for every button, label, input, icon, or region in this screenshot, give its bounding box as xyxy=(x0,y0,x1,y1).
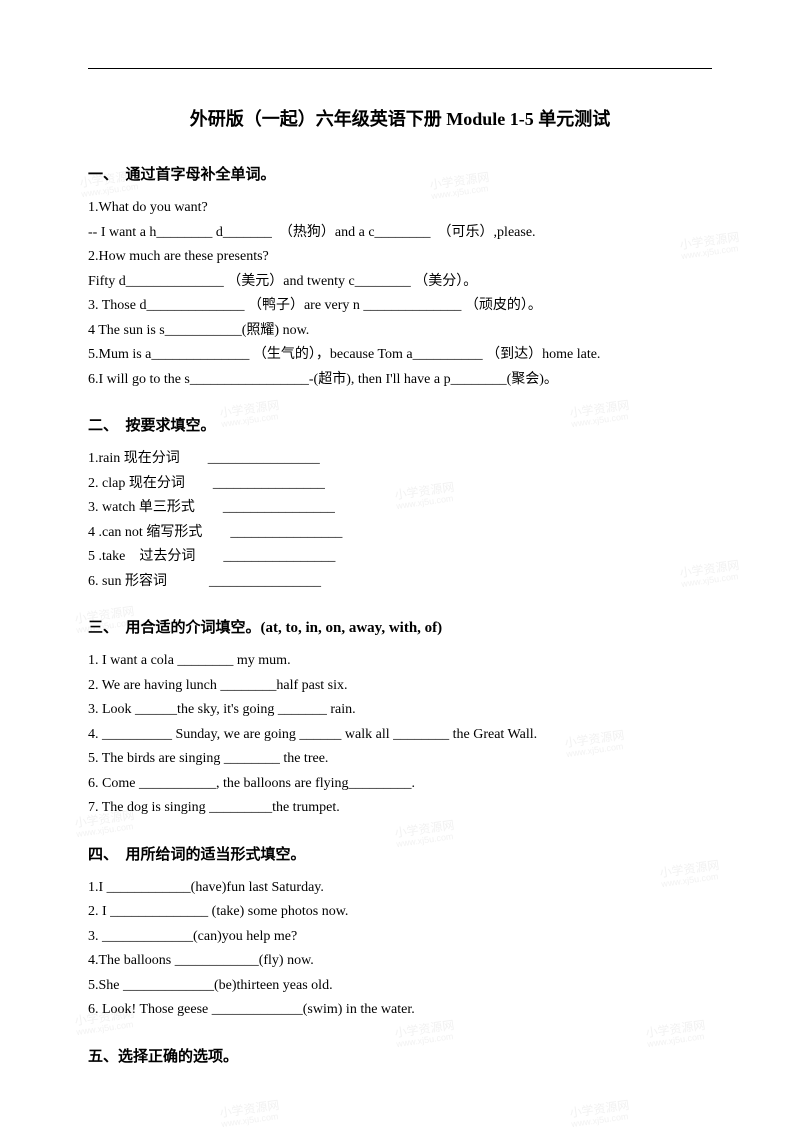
s2-item-3: 3. watch 单三形式 ________________ xyxy=(88,496,712,521)
s4-item-6: 6. Look! Those geese _____________(swim)… xyxy=(88,998,712,1023)
s2-item-2: 2. clap 现在分词 ________________ xyxy=(88,472,712,497)
s2-item-1: 1.rain 现在分词 ________________ xyxy=(88,447,712,472)
section-5-heading: 五、选择正确的选项。 xyxy=(88,1045,712,1066)
s4-item-2: 2. I ______________ (take) some photos n… xyxy=(88,900,712,925)
q1-line-1: 1.What do you want? xyxy=(88,196,712,221)
q2-line-1: 2.How much are these presents? xyxy=(88,245,712,270)
section-2-heading: 二、 按要求填空。 xyxy=(88,414,712,435)
s2-item-5: 5 .take 过去分词 ________________ xyxy=(88,545,712,570)
q6-line: 6.I will go to the s_________________-(超… xyxy=(88,368,712,393)
q2-line-2: Fifty d______________ （美元）and twenty c__… xyxy=(88,270,712,295)
q4-line: 4 The sun is s___________(照耀) now. xyxy=(88,319,712,344)
s3-item-2: 2. We are having lunch ________half past… xyxy=(88,674,712,699)
s4-item-5: 5.She _____________(be)thirteen yeas old… xyxy=(88,974,712,999)
header-rule xyxy=(88,68,712,69)
s3-item-4: 4. __________ Sunday, we are going _____… xyxy=(88,723,712,748)
s4-item-3: 3. _____________(can)you help me? xyxy=(88,925,712,950)
s2-item-4: 4 .can not 缩写形式 ________________ xyxy=(88,521,712,546)
section-3-heading: 三、 用合适的介词填空。(at, to, in, on, away, with,… xyxy=(88,616,712,637)
s3-item-1: 1. I want a cola ________ my mum. xyxy=(88,649,712,674)
s3-item-7: 7. The dog is singing _________the trump… xyxy=(88,796,712,821)
s4-item-1: 1.I ____________(have)fun last Saturday. xyxy=(88,876,712,901)
s2-item-6: 6. sun 形容词 ________________ xyxy=(88,570,712,595)
s3-item-3: 3. Look ______the sky, it's going ______… xyxy=(88,698,712,723)
s4-item-4: 4.The balloons ____________(fly) now. xyxy=(88,949,712,974)
q3-line: 3. Those d______________ （鸭子）are very n … xyxy=(88,294,712,319)
section-4-heading: 四、 用所给词的适当形式填空。 xyxy=(88,843,712,864)
q1-line-2: -- I want a h________ d_______ （热狗）and a… xyxy=(88,221,712,246)
section-1-heading: 一、 通过首字母补全单词。 xyxy=(88,163,712,184)
q5-line: 5.Mum is a______________ （生气的），because T… xyxy=(88,343,712,368)
page-title: 外研版（一起）六年级英语下册 Module 1-5 单元测试 xyxy=(88,105,712,131)
s3-item-6: 6. Come ___________, the balloons are fl… xyxy=(88,772,712,797)
s3-item-5: 5. The birds are singing ________ the tr… xyxy=(88,747,712,772)
